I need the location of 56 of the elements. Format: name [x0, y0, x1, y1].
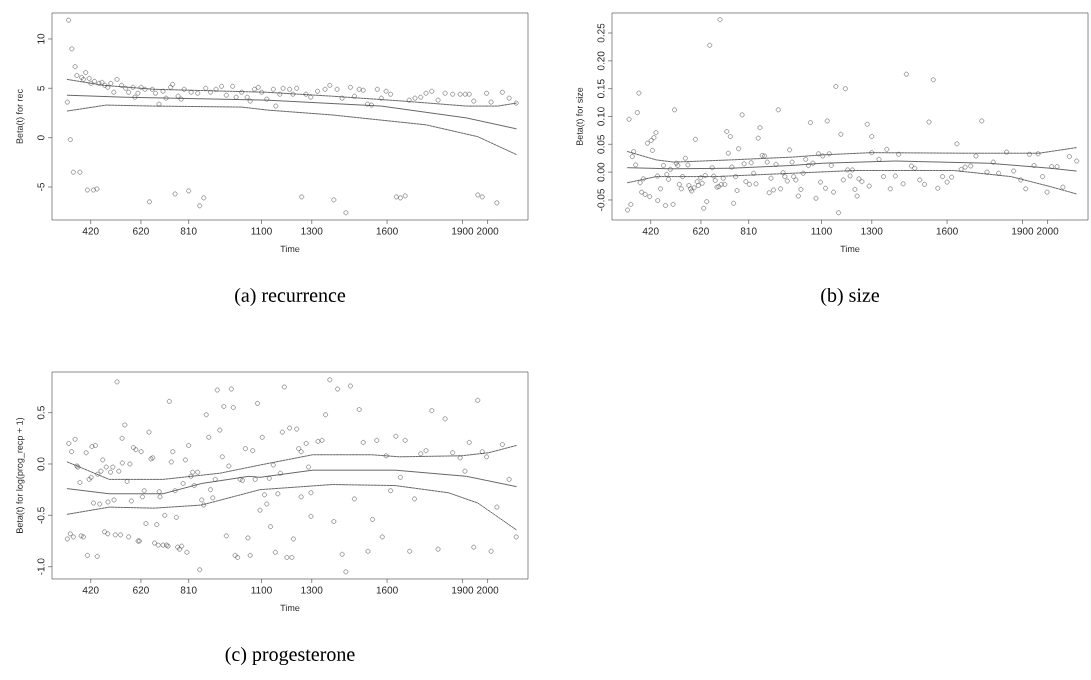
x-tick-label: 620: [133, 227, 149, 235]
x-tick-label: 810: [740, 227, 757, 235]
x-tick-label: 1100: [811, 227, 832, 235]
y-tick-label: 0.10: [597, 107, 605, 126]
y-tick-label: 10: [37, 33, 45, 44]
line-series: [627, 147, 1077, 163]
x-tick-label: 1600: [936, 227, 958, 235]
y-tick-label: 0.15: [597, 79, 605, 99]
x-tick-label: 420: [82, 586, 99, 594]
y-tick-label: 0: [37, 135, 45, 141]
x-tick-label: 620: [133, 586, 149, 594]
y-axis-title: Beta(t) for size: [576, 87, 585, 146]
y-tick-label: -0.05: [597, 188, 605, 211]
x-tick-label: 1300: [861, 227, 883, 235]
x-tick-label: 1900: [452, 227, 474, 235]
x-tick-label: 810: [180, 586, 197, 594]
line-series: [67, 484, 517, 531]
line-series: [67, 104, 517, 155]
x-tick-label: 2000: [1036, 227, 1059, 235]
y-tick-label: -0.5: [37, 507, 45, 524]
x-axis-title: Time: [280, 604, 300, 612]
x-tick-label: 620: [693, 227, 709, 235]
line-series: [67, 79, 517, 107]
x-tick-label: 1900: [1012, 227, 1034, 235]
x-tick-label: 2000: [476, 227, 499, 235]
line-series: [67, 94, 517, 130]
x-tick-label: 1600: [376, 586, 398, 594]
text: (c) progesterone: [225, 646, 355, 666]
text: (a) recurrence: [235, 287, 346, 307]
x-axis-title: Time: [280, 245, 300, 253]
y-tick-label: 0.20: [597, 51, 605, 71]
x-tick-label: 420: [642, 227, 659, 235]
x-axis-title: Time: [840, 245, 860, 253]
line-series: [67, 445, 517, 480]
y-tick-label: 0.25: [597, 23, 605, 43]
y-axis-title: Beta(t) for log(prog_recp + 1): [16, 417, 25, 533]
y-tick-label: 0.05: [597, 135, 605, 154]
x-tick-label: 1600: [376, 227, 398, 235]
line-series: [627, 170, 1077, 195]
y-tick-label: 5: [37, 85, 45, 91]
x-tick-label: 2000: [476, 586, 499, 594]
y-tick-label: 0.5: [37, 406, 45, 420]
x-tick-label: 420: [82, 227, 99, 235]
x-tick-label: 1300: [301, 227, 323, 235]
y-tick-label: 0.0: [37, 457, 45, 471]
text: (b) size: [821, 287, 880, 307]
x-tick-label: 1100: [251, 586, 272, 594]
x-tick-label: 1100: [251, 227, 272, 235]
line-series: [627, 160, 1077, 172]
x-tick-label: 810: [180, 227, 197, 235]
y-tick-label: 0.00: [597, 162, 605, 182]
y-tick-label: -1.0: [37, 558, 45, 575]
x-tick-label: 1900: [452, 586, 474, 594]
y-axis-title: Beta(t) for rec: [16, 89, 25, 144]
y-tick-label: -5: [37, 183, 45, 192]
x-tick-label: 1300: [301, 586, 323, 594]
